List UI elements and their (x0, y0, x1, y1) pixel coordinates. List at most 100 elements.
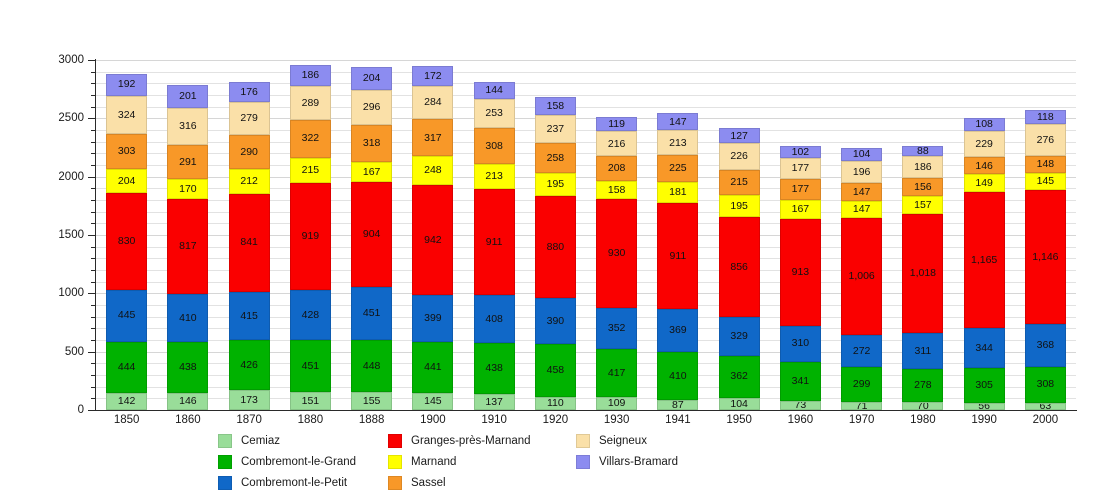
bar-segment[interactable]: 201 (167, 84, 209, 109)
bar-stack[interactable]: 145 441 399 942 248 317 284 172 (412, 60, 454, 410)
bar-segment[interactable]: 410 (657, 352, 699, 400)
bar-segment[interactable]: 88 (902, 145, 944, 157)
bar-stack[interactable]: 151 451 428 919 215 322 289 186 (289, 60, 331, 410)
bar-segment[interactable]: 63 (1024, 402, 1066, 410)
bar-segment[interactable]: 151 (289, 392, 331, 410)
bar-segment[interactable]: 213 (473, 164, 515, 190)
bar-segment[interactable]: 176 (228, 81, 270, 103)
bar-segment[interactable]: 417 (596, 348, 638, 398)
bar-stack[interactable]: 73 341 310 913 167 177 177 102 (779, 60, 821, 410)
bar-segment[interactable]: 341 (779, 361, 821, 402)
bar-segment[interactable]: 144 (473, 81, 515, 99)
bar-segment[interactable]: 880 (534, 195, 576, 299)
bar-segment[interactable]: 308 (473, 128, 515, 165)
bar-segment[interactable]: 289 (289, 86, 331, 120)
bar-segment[interactable]: 109 (596, 397, 638, 410)
bar-segment[interactable]: 930 (596, 199, 638, 308)
bar-segment[interactable]: 290 (228, 135, 270, 169)
bar-segment[interactable]: 458 (534, 343, 576, 398)
bar-stack[interactable]: 173 426 415 841 212 290 279 176 (228, 60, 270, 410)
bar-stack[interactable]: 109 417 352 930 158 208 216 119 (596, 60, 638, 410)
bar-segment[interactable]: 284 (412, 86, 454, 120)
bar-segment[interactable]: 213 (657, 130, 699, 156)
bar-segment[interactable]: 305 (963, 367, 1005, 404)
bar-segment[interactable]: 102 (779, 146, 821, 159)
bar-segment[interactable]: 145 (1024, 173, 1066, 191)
bar-segment[interactable]: 208 (596, 156, 638, 181)
bar-segment[interactable]: 216 (596, 131, 638, 157)
bar-segment[interactable]: 118 (1024, 109, 1066, 124)
bar-segment[interactable]: 215 (289, 157, 331, 183)
bar-stack[interactable]: 142 444 445 830 204 303 324 192 (106, 60, 148, 410)
bar-segment[interactable]: 441 (412, 341, 454, 394)
bar-segment[interactable]: 448 (351, 339, 393, 392)
bar-segment[interactable]: 311 (902, 333, 944, 370)
bar-segment[interactable]: 438 (167, 341, 209, 393)
bar-segment[interactable]: 451 (289, 339, 331, 393)
bar-segment[interactable]: 196 (841, 160, 883, 184)
bar-segment[interactable]: 1,165 (963, 191, 1005, 328)
legend-item[interactable]: Villars-Bramard (576, 451, 756, 472)
bar-segment[interactable]: 104 (718, 397, 760, 410)
bar-segment[interactable]: 369 (657, 308, 699, 352)
bar-segment[interactable]: 344 (963, 327, 1005, 368)
bar-segment[interactable]: 145 (412, 393, 454, 410)
bar-segment[interactable]: 186 (902, 156, 944, 178)
bar-segment[interactable]: 942 (412, 185, 454, 296)
bar-segment[interactable]: 272 (841, 335, 883, 367)
bar-segment[interactable]: 170 (167, 178, 209, 199)
bar-segment[interactable]: 408 (473, 295, 515, 343)
bar-segment[interactable]: 904 (351, 181, 393, 288)
bar-segment[interactable]: 127 (718, 128, 760, 144)
bar-stack[interactable]: 137 438 408 911 213 308 253 144 (473, 60, 515, 410)
bar-segment[interactable]: 167 (351, 162, 393, 182)
bar-stack[interactable]: 146 438 410 817 170 291 316 201 (167, 60, 209, 410)
bar-segment[interactable]: 390 (534, 298, 576, 344)
bar-segment[interactable]: 317 (412, 119, 454, 157)
bar-segment[interactable]: 119 (596, 117, 638, 132)
bar-segment[interactable]: 368 (1024, 323, 1066, 367)
bar-segment[interactable]: 445 (106, 289, 148, 342)
bar-segment[interactable]: 158 (534, 96, 576, 116)
bar-segment[interactable]: 291 (167, 144, 209, 179)
bar-segment[interactable]: 147 (841, 183, 883, 201)
bar-segment[interactable]: 856 (718, 217, 760, 318)
bar-segment[interactable]: 444 (106, 341, 148, 394)
bar-stack[interactable]: 155 448 451 904 167 318 296 204 (351, 60, 393, 410)
bar-segment[interactable]: 177 (779, 158, 821, 179)
bar-segment[interactable]: 158 (596, 180, 638, 200)
bar-segment[interactable]: 108 (963, 118, 1005, 131)
bar-segment[interactable]: 303 (106, 133, 148, 170)
bar-segment[interactable]: 156 (902, 177, 944, 197)
bar-segment[interactable]: 322 (289, 119, 331, 158)
bar-segment[interactable]: 204 (351, 66, 393, 91)
bar-stack[interactable]: 110 458 390 880 195 258 237 158 (534, 60, 576, 410)
bar-segment[interactable]: 181 (657, 181, 699, 203)
bar-segment[interactable]: 399 (412, 295, 454, 342)
bar-segment[interactable]: 428 (289, 289, 331, 340)
bar-segment[interactable]: 147 (657, 113, 699, 131)
bar-stack[interactable]: 70 278 311 1,018 157 156 186 88 (902, 60, 944, 410)
bar-segment[interactable]: 146 (963, 157, 1005, 175)
bar-segment[interactable]: 212 (228, 168, 270, 194)
legend-item[interactable]: Granges-près-Marnand (388, 430, 576, 451)
bar-segment[interactable]: 1,006 (841, 217, 883, 336)
bar-segment[interactable]: 73 (779, 401, 821, 410)
bar-segment[interactable]: 258 (534, 142, 576, 173)
bar-segment[interactable]: 841 (228, 193, 270, 292)
bar-segment[interactable]: 215 (718, 169, 760, 195)
bar-segment[interactable]: 279 (228, 102, 270, 135)
bar-segment[interactable]: 324 (106, 95, 148, 134)
bar-segment[interactable]: 186 (289, 64, 331, 87)
bar-segment[interactable]: 172 (412, 66, 454, 87)
bar-stack[interactable]: 71 299 272 1,006 147 147 196 104 (841, 60, 883, 410)
bar-segment[interactable]: 919 (289, 182, 331, 290)
bar-segment[interactable]: 911 (657, 202, 699, 309)
bar-segment[interactable]: 830 (106, 192, 148, 290)
bar-segment[interactable]: 299 (841, 366, 883, 402)
bar-segment[interactable]: 913 (779, 219, 821, 326)
bar-segment[interactable]: 237 (534, 115, 576, 143)
bar-segment[interactable]: 104 (841, 148, 883, 161)
bar-segment[interactable]: 438 (473, 342, 515, 394)
bar-segment[interactable]: 226 (718, 143, 760, 170)
